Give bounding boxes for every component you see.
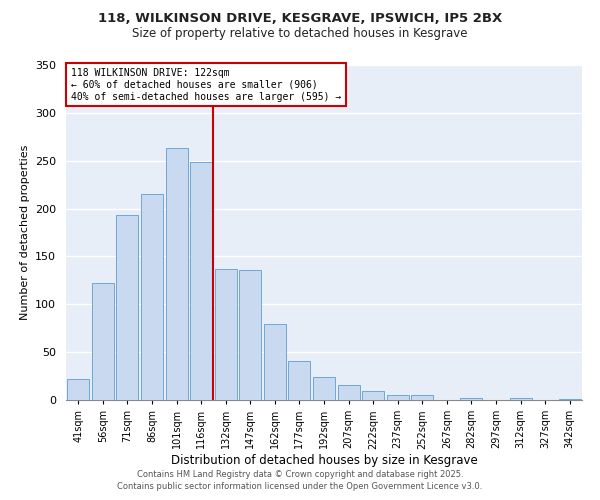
Bar [239,270,262,400]
Bar [338,384,359,400]
Bar [190,162,212,400]
X-axis label: Distribution of detached houses by size in Kesgrave: Distribution of detached houses by size … [170,454,478,467]
Bar [362,392,384,400]
Bar [166,148,188,400]
Bar [559,399,581,400]
Bar [264,324,286,400]
Text: 118 WILKINSON DRIVE: 122sqm
← 60% of detached houses are smaller (906)
40% of se: 118 WILKINSON DRIVE: 122sqm ← 60% of det… [71,68,341,102]
Y-axis label: Number of detached properties: Number of detached properties [20,145,29,320]
Bar [411,395,433,400]
Bar [92,283,114,400]
Text: Contains public sector information licensed under the Open Government Licence v3: Contains public sector information licen… [118,482,482,491]
Bar [116,216,139,400]
Bar [313,377,335,400]
Text: 118, WILKINSON DRIVE, KESGRAVE, IPSWICH, IP5 2BX: 118, WILKINSON DRIVE, KESGRAVE, IPSWICH,… [98,12,502,26]
Bar [215,269,237,400]
Text: Contains HM Land Registry data © Crown copyright and database right 2025.: Contains HM Land Registry data © Crown c… [137,470,463,479]
Bar [289,361,310,400]
Bar [67,379,89,400]
Bar [460,398,482,400]
Bar [141,194,163,400]
Bar [386,395,409,400]
Bar [509,398,532,400]
Text: Size of property relative to detached houses in Kesgrave: Size of property relative to detached ho… [132,28,468,40]
